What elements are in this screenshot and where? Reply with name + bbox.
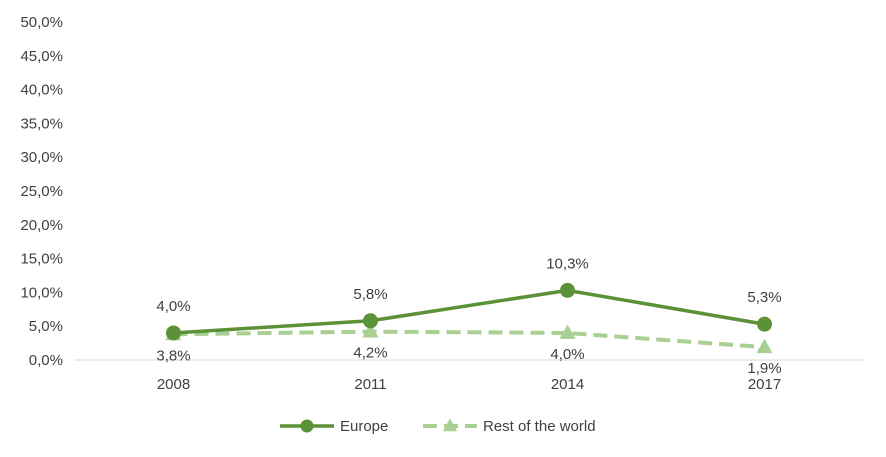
x-tick-label: 2011 (354, 376, 386, 393)
y-tick-label: 0,0% (29, 352, 63, 369)
legend: Europe Rest of the world (280, 418, 596, 435)
data-label: 4,2% (353, 345, 387, 362)
y-tick-label: 50,0% (20, 14, 63, 31)
series-line (173, 329, 765, 350)
y-tick-label: 40,0% (20, 82, 63, 99)
y-tick-label: 25,0% (20, 183, 63, 200)
y-tick-label: 30,0% (20, 149, 63, 166)
x-tick-label: 2008 (157, 376, 190, 393)
legend-item: Rest of the world (423, 418, 596, 435)
data-label: 1,9% (747, 360, 781, 377)
data-point (756, 338, 773, 354)
legend-item: Europe (280, 418, 388, 435)
x-tick-label: 2017 (748, 376, 781, 393)
series-europe (166, 282, 772, 341)
y-tick-label: 10,0% (20, 284, 63, 301)
y-tick-label: 45,0% (20, 48, 63, 65)
data-labels: 4,0% 5,8% 10,3% 5,3% 3,8% 4,2% 4,0% 1,9% (156, 255, 781, 377)
data-label: 5,8% (353, 286, 387, 303)
series-line (173, 288, 765, 335)
y-tick-label: 5,0% (29, 318, 63, 335)
x-tick-label: 2014 (551, 376, 584, 393)
y-tick-label: 15,0% (20, 251, 63, 268)
data-point (166, 325, 181, 341)
y-tick-label: 35,0% (20, 115, 63, 132)
data-point (560, 282, 575, 298)
data-point (757, 316, 772, 332)
data-label: 4,0% (156, 298, 190, 315)
data-point (559, 324, 576, 339)
data-point (363, 313, 378, 329)
data-label: 4,0% (550, 346, 584, 363)
series-layer (165, 282, 773, 354)
legend-marker (442, 418, 458, 432)
legend-label: Europe (340, 418, 388, 435)
data-label: 10,3% (546, 255, 589, 272)
legend-label: Rest of the world (483, 418, 596, 435)
y-axis: 0,0% 5,0% 10,0% 15,0% 20,0% 25,0% 30,0% 35,0% 40… (20, 14, 63, 369)
legend-marker (300, 419, 314, 433)
data-label: 5,3% (747, 289, 781, 306)
data-point (362, 323, 379, 338)
x-axis: 2008 2011 2014 2017 (157, 376, 781, 393)
y-tick-label: 20,0% (20, 217, 63, 234)
data-label: 3,8% (156, 347, 190, 364)
